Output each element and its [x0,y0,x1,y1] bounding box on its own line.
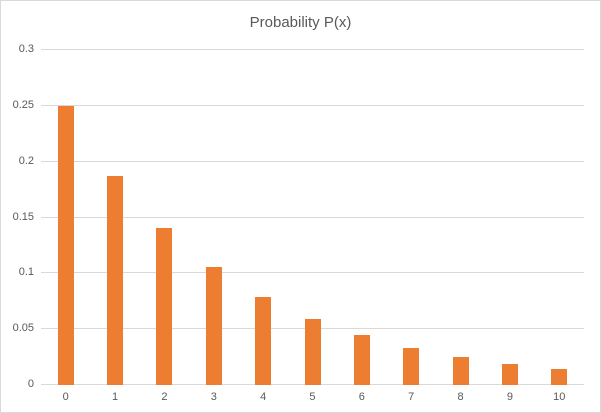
plot-area [41,49,584,385]
bar [205,267,222,385]
gridline [41,160,584,162]
x-tick-label: 9 [506,391,513,403]
x-tick-label: 6 [358,391,365,403]
y-tick-label: 0.3 [18,43,34,55]
x-tick-label: 10 [553,391,566,403]
bar [353,335,370,385]
bar [403,347,420,385]
bar [255,296,272,385]
bar [551,369,568,385]
bar [156,228,173,385]
x-tick-label: 0 [62,391,69,403]
y-tick-label: 0.15 [12,210,34,223]
y-tick-label: 0.25 [12,98,34,111]
x-tick-label: 8 [457,391,464,403]
x-tick-label: 3 [210,391,217,403]
gridline [41,216,584,218]
bar [107,175,124,385]
chart-title: Probability P(x) [249,14,352,31]
y-tick-label: 0.2 [18,154,34,167]
x-tick-label: 5 [309,391,316,403]
gridline [41,104,584,106]
y-tick-label: 0 [27,378,34,390]
x-tick-label: 7 [408,391,415,403]
bar [57,105,74,385]
y-axis: 0 0.05 0.1 0.15 0.2 0.25 0.3 [1,43,34,390]
gridline [41,272,584,274]
x-axis: 0 1 2 3 4 5 6 7 8 9 10 [41,390,584,406]
x-tick-label: 1 [111,391,119,403]
bar [452,357,469,385]
x-tick-label: 4 [260,391,267,403]
bar [304,318,321,385]
y-tick-label: 0.05 [12,322,34,335]
gridline [41,49,584,50]
bar [501,364,518,385]
x-tick-label: 2 [161,391,168,403]
y-tick-label: 0.1 [18,266,34,279]
